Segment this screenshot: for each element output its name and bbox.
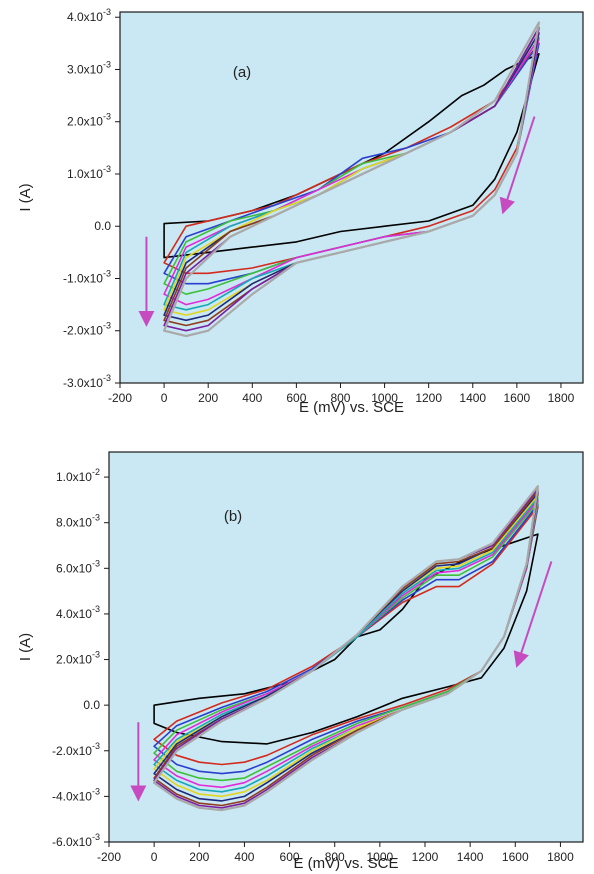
panel-b-arrow — [513, 561, 553, 668]
panel-a-x-tick-label: 1200 — [415, 391, 442, 405]
panel-b-x-tick-label: -200 — [97, 850, 121, 864]
panel-b-x-axis-title: E (mV) vs. SCE — [293, 855, 398, 872]
panel-a-arrow — [499, 116, 536, 215]
panel-b-y-axis-title: I (A) — [17, 633, 34, 661]
panel-a-y-tick-label: 4.0x10-3 — [67, 7, 111, 24]
panel-b-x-tick-label: 200 — [189, 850, 209, 864]
panel-b-x-tick-label: 1600 — [502, 850, 529, 864]
panel-b-axes-frame — [108, 451, 584, 843]
panel-a-x-axis-title: E (mV) vs. SCE — [299, 399, 404, 416]
panel-b-y-tick-label: 4.0x10-3 — [56, 604, 100, 621]
panel-b-chart: -200 0 200 400 600 800 1000 1200 1400 1600 1800 -6.… — [17, 451, 584, 872]
panel-a-y-tick-label: 0.0 — [94, 219, 111, 233]
panel-a-series-line — [163, 21, 540, 338]
panel-b-y-tick-label: -6.0x10-3 — [52, 832, 100, 849]
panel-b-x-tick-label: 1800 — [547, 850, 574, 864]
panel-a-x-tick-label: 0 — [161, 391, 168, 405]
panel-b-x-tick-label: 800 — [325, 850, 345, 864]
panel-a-y-axis-title: I (A) — [17, 183, 34, 211]
panel-b-series-line — [153, 485, 539, 812]
panel-a-y-tick-label: 2.0x10-3 — [67, 112, 111, 129]
panel-b-x-tick-label: 1400 — [457, 850, 484, 864]
panel-b-y-tick-label: 2.0x10-3 — [56, 650, 100, 667]
panel-a-x-tick-label: 400 — [242, 391, 262, 405]
panel-a-x-tick-label: -200 — [108, 391, 132, 405]
panel-a-x-tick-label: 200 — [198, 391, 218, 405]
panel-b-y-tick-label: 1.0x10-2 — [56, 467, 100, 484]
panel-a-x-tick-label: 800 — [330, 391, 350, 405]
panel-b-y-tick-label: -4.0x10-3 — [52, 786, 100, 803]
panel-b-x-tick-label: 400 — [234, 850, 254, 864]
panel-a-x-tick-label: 1000 — [371, 391, 398, 405]
panel-b-y-tick-label: -2.0x10-3 — [52, 741, 100, 758]
panel-a-x-tick-label: 1800 — [548, 391, 575, 405]
panel-a-y-tick-label: -2.0x10-3 — [63, 321, 111, 338]
panel-b-panel-label: (b) — [224, 508, 242, 525]
panel-a-chart: -200 0 200 400 600 800 1000 1200 1400 1600 1800 -3.… — [17, 7, 584, 416]
panel-a-y-tick-label: 1.0x10-3 — [67, 164, 111, 181]
panel-a-y-tick-label: 3.0x10-3 — [67, 59, 111, 76]
panel-a-y-tick-label: -1.0x10-3 — [63, 268, 111, 285]
panel-a-y-tick-label: -3.0x10-3 — [63, 373, 111, 390]
panel-b-y-tick-label: 6.0x10-3 — [56, 558, 100, 575]
panel-a-x-tick-label: 1400 — [459, 391, 486, 405]
panel-a-x-tick-label: 600 — [286, 391, 306, 405]
panel-a-x-tick-label: 1600 — [504, 391, 531, 405]
panel-a-panel-label: (a) — [233, 64, 251, 81]
panel-b-y-tick-label: 8.0x10-3 — [56, 513, 100, 530]
panel-a-axes-frame — [119, 11, 584, 384]
panel-b-x-tick-label: 1200 — [412, 850, 439, 864]
panel-b-x-tick-label: 0 — [151, 850, 158, 864]
panel-b-y-tick-label: 0.0 — [83, 698, 100, 712]
panel-b-x-tick-label: 600 — [280, 850, 300, 864]
panel-b-x-tick-label: 1000 — [367, 850, 394, 864]
panel-b-series-line — [153, 533, 539, 745]
